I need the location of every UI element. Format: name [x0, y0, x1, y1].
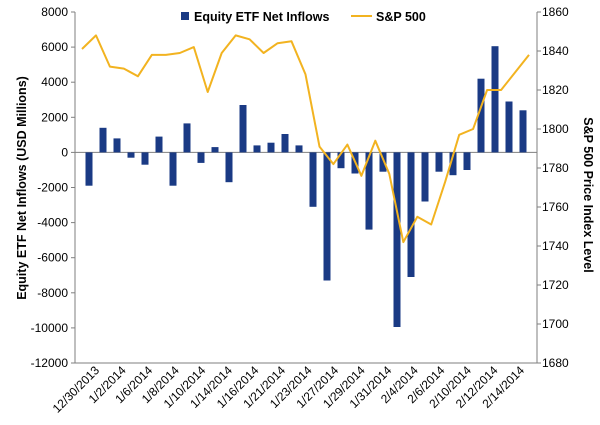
line-series [81, 34, 530, 244]
x-axis-ticks: 12/30/20131/2/20141/6/20141/8/20141/10/2… [50, 363, 528, 416]
left-axis-title: Equity ETF Net Inflows (USD Millions) [15, 76, 29, 300]
legend-bar-label: Equity ETF Net Inflows [194, 10, 329, 24]
bar [435, 152, 443, 172]
bar [99, 127, 107, 153]
bar [421, 152, 429, 202]
right-tick-label: 1780 [542, 161, 569, 175]
right-axis-ticks: 1860 1840 1820 1800 1780 1760 1740 1720 1700 1680 [537, 5, 569, 370]
left-tick-label: 2000 [41, 110, 68, 124]
right-tick-label: 1820 [542, 83, 569, 97]
legend-bar-swatch [181, 12, 189, 20]
bar [113, 138, 121, 153]
bar [379, 152, 387, 172]
bar [267, 142, 275, 153]
bar [183, 123, 191, 153]
bar [393, 152, 401, 327]
bar [449, 152, 457, 176]
left-tick-label: 6000 [41, 40, 68, 54]
bar [211, 147, 219, 153]
bar [407, 152, 415, 277]
bar [85, 152, 93, 186]
bar [141, 152, 149, 165]
right-tick-label: 1800 [542, 122, 569, 136]
bar [253, 145, 261, 153]
bar [491, 46, 499, 153]
bar [155, 136, 163, 153]
left-tick-label: 0 [61, 145, 68, 159]
left-tick-label: -4000 [37, 216, 68, 230]
left-tick-label: -12000 [31, 356, 69, 370]
bar [463, 152, 471, 170]
left-axis-ticks: 8000 6000 4000 2000 0 -2000 -4000 -6000 -8000 -10… [31, 5, 75, 370]
left-tick-label: 8000 [41, 5, 68, 19]
bar [239, 105, 247, 153]
right-tick-label: 1860 [542, 5, 569, 19]
left-tick-label: -8000 [37, 286, 68, 300]
sp500-line [81, 34, 530, 244]
right-tick-label: 1700 [542, 317, 569, 331]
bar [477, 78, 485, 153]
bar-series [85, 46, 527, 327]
bar [169, 152, 177, 186]
bar [337, 152, 345, 169]
bar [505, 101, 513, 153]
left-tick-label: -2000 [37, 181, 68, 195]
right-tick-label: 1760 [542, 200, 569, 214]
bar [309, 152, 317, 207]
left-tick-label: 4000 [41, 75, 68, 89]
bar [225, 152, 233, 183]
bar [127, 152, 135, 158]
bar [323, 152, 331, 281]
bar [197, 152, 205, 163]
left-tick-label: -10000 [31, 321, 69, 335]
left-tick-label: -6000 [37, 251, 68, 265]
right-axis-title: S&P 500 Price Index Level [581, 117, 595, 272]
right-tick-label: 1840 [542, 44, 569, 58]
bar [281, 134, 289, 153]
legend: Equity ETF Net Inflows S&P 500 [181, 10, 426, 24]
bar [295, 145, 303, 153]
bar [365, 152, 373, 230]
right-tick-label: 1680 [542, 356, 569, 370]
right-tick-label: 1740 [542, 239, 569, 253]
bar [519, 110, 527, 153]
legend-line-label: S&P 500 [376, 10, 426, 24]
right-tick-label: 1720 [542, 278, 569, 292]
